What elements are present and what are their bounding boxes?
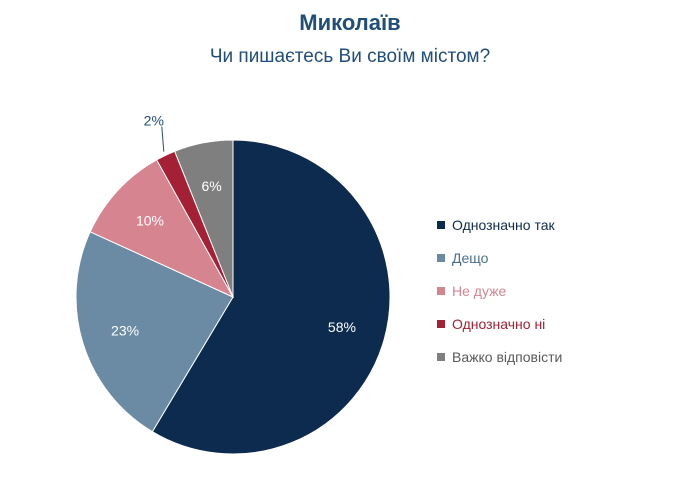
legend-label: Однозначно так [452,216,555,233]
data-label-4: 2% [144,113,164,129]
legend-swatch [437,319,445,328]
legend-item-odnoznachno-tak: Однозначно так [437,216,562,233]
pie-slice-2 [75,231,234,433]
legend-label: Однозначно ні [452,315,546,332]
chart-subtitle: Чи пишаєтесь Ви своїм містом? [209,46,491,67]
data-label-5: 6% [201,178,221,194]
legend-item-vazhko-vidpovisty: Важко відповісти [437,348,563,365]
legend-swatch [437,220,445,229]
chart-title: Миколаїв [299,10,401,35]
legend-swatch [437,253,445,262]
legend-swatch [437,286,445,295]
pie-slice-3 [89,159,235,299]
legend-label: Не дуже [452,282,507,299]
leader-line [161,126,165,152]
legend-swatch [437,352,445,361]
legend-label: Важко відповісти [452,348,563,365]
legend-item-deshcho: Дещо [437,249,562,266]
legend-label: Дещо [452,249,489,266]
pie-slice-5 [173,139,234,298]
data-label-2: 23% [111,323,139,339]
legend-item-odnoznachno-ni: Однозначно ні [437,315,562,332]
legend: Однозначно так Дещо Не дуже Однозначно н… [437,216,563,365]
data-label-1: 58% [328,319,356,335]
pie-slice-1 [151,139,391,455]
data-label-3: 10% [136,212,164,228]
legend-item-ne-duzhe: Не дуже [437,282,562,299]
